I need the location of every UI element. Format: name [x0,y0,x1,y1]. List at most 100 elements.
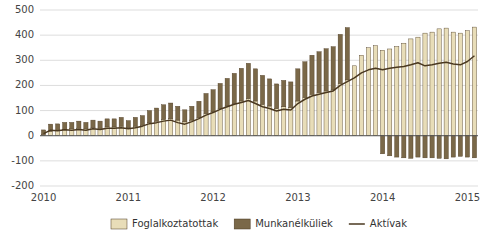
bar [444,28,448,136]
zero-line [40,135,478,136]
bar [197,118,201,136]
bar [303,62,307,98]
bar [260,75,264,104]
bar [183,110,187,122]
y-tick-label: 200 [15,79,34,90]
bar [112,119,116,127]
bar [246,99,250,136]
legend-swatch [349,223,365,225]
bar [48,131,52,136]
legend: FoglalkoztatottakMunkanélküliekAktívak [111,218,407,229]
bar [56,124,60,130]
bar [246,63,250,98]
bar [253,101,257,136]
chart: -200-10001002003004005002010201120122013… [0,0,488,245]
bar [388,49,392,136]
bar [430,136,434,158]
bar [176,106,180,120]
bar [416,37,420,136]
grid [40,10,478,186]
x-tick-label: 2010 [31,192,56,203]
bar [366,47,370,48]
bar [472,27,476,136]
bar [373,46,377,136]
bar [119,117,123,126]
y-tick-label: 500 [15,4,34,15]
bar [275,84,279,109]
bar [218,109,222,136]
bar [154,108,158,121]
bar [338,83,342,135]
bar [70,122,74,128]
bar [303,97,307,135]
legend-swatch [111,219,127,229]
line [44,56,475,134]
bar [232,104,236,136]
bar [267,79,271,106]
x-tick-label: 2014 [370,192,395,203]
bar [197,101,201,117]
bar [472,136,476,158]
x-tick-label: 2012 [200,192,225,203]
bar [338,34,342,83]
bar [289,82,293,108]
bar [324,91,328,136]
bar [444,136,448,159]
bar [345,28,349,80]
y-tick-label: 400 [15,29,34,40]
bar [98,121,102,128]
bar [359,55,363,135]
bar-series [41,28,476,159]
bar [381,136,385,154]
bar [381,50,385,135]
bar [317,92,321,135]
bar [373,45,377,46]
y-tick-label: 100 [15,105,34,116]
bar [267,106,271,136]
bar [423,33,427,136]
x-tick-label: 2011 [116,192,141,203]
bar [211,112,215,136]
bar [395,46,399,135]
grid-line [40,35,478,36]
bar [402,43,406,136]
bar [437,29,441,136]
bar [218,83,222,108]
bar-series [41,27,476,136]
legend-label: Munkanélküliek [255,218,333,229]
bar [317,52,321,93]
bar [366,48,370,136]
grid-line [40,186,478,187]
bar [458,136,462,157]
bar [465,136,469,157]
grid-line [40,135,478,136]
bar [126,121,130,128]
bar [331,90,335,136]
bar [84,122,88,128]
bar [77,121,81,128]
grid-line [40,160,478,161]
legend-swatch [234,219,250,229]
bar [232,73,236,103]
bar [296,101,300,136]
bar [402,136,406,158]
bar [260,104,264,135]
bar [63,122,67,129]
bar [289,108,293,136]
bar [190,106,194,120]
y-tick-label: -200 [11,180,34,191]
bar [409,136,413,159]
bar [458,33,462,136]
bar [204,93,208,113]
bar [451,32,455,136]
bar [310,55,314,94]
bar [239,101,243,136]
bar [451,136,455,157]
bar [359,55,363,56]
bar [91,120,95,128]
bar [324,49,328,91]
bar [465,31,469,136]
bar [352,65,356,66]
bar [253,69,257,101]
grid-line [40,10,478,11]
